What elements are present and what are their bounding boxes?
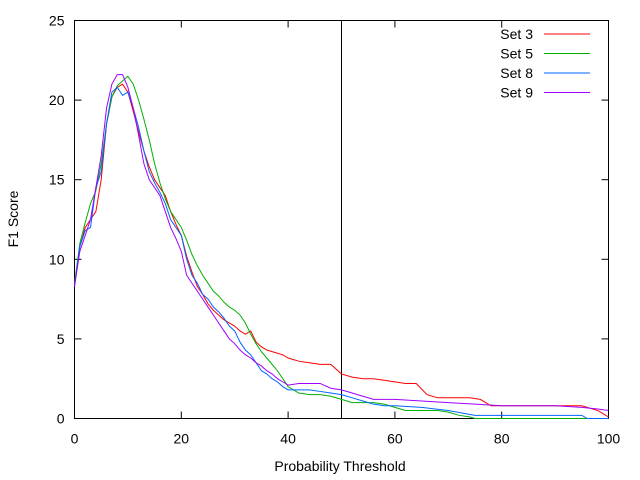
axis-ticks: 0 20 40 60 80 100 0 5 10 15 20 25 [49, 13, 620, 447]
x-tick-label: 100 [597, 431, 621, 447]
series-line-set-9 [74, 74, 609, 412]
y-axis-label: F1 Score [5, 190, 21, 247]
legend-label: Set 3 [500, 26, 533, 42]
y-tick-label: 10 [49, 251, 65, 267]
x-tick-label: 60 [387, 431, 403, 447]
y-tick-label: 0 [57, 411, 65, 427]
series-line-set-8 [74, 86, 609, 419]
x-axis-label: Probability Threshold [274, 458, 405, 474]
legend-label: Set 8 [500, 65, 533, 81]
x-tick-label: 40 [280, 431, 296, 447]
y-tick-label: 25 [49, 13, 65, 29]
series-line-set-3 [74, 83, 609, 418]
x-tick-label: 80 [494, 431, 510, 447]
y-tick-label: 15 [49, 172, 65, 188]
y-tick-label: 5 [57, 331, 65, 347]
series-line-set-5 [74, 75, 609, 419]
legend-label: Set 9 [500, 85, 533, 101]
x-tick-label: 20 [174, 431, 190, 447]
y-tick-label: 20 [49, 92, 65, 108]
series-lines [74, 74, 609, 419]
x-tick-label: 0 [71, 431, 79, 447]
legend-label: Set 5 [500, 46, 533, 62]
legend: Set 3 Set 5 Set 8 Set 9 [500, 26, 590, 101]
